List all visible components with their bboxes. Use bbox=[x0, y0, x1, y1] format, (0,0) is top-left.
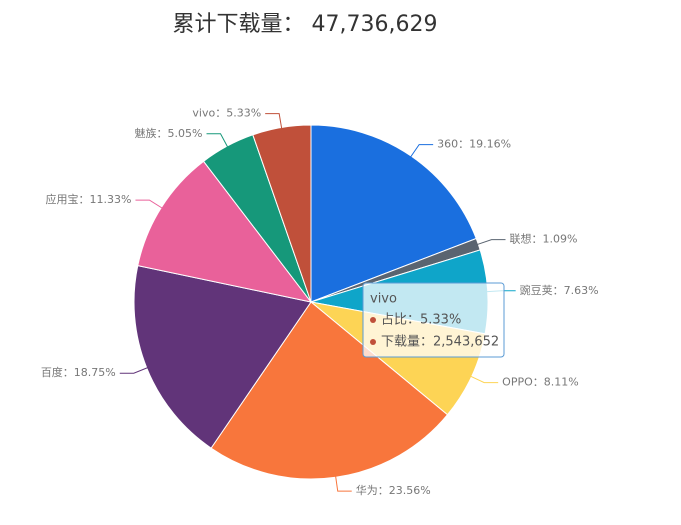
data-label: OPPO：8.11% bbox=[502, 376, 579, 389]
data-label: vivo：5.33% bbox=[192, 107, 261, 120]
data-label: 360：19.16% bbox=[437, 138, 511, 151]
chart-title: 累计下载量： 47,736,629 bbox=[173, 12, 438, 37]
data-label: 魅族：5.05% bbox=[135, 126, 203, 140]
data-label: 联想：1.09% bbox=[510, 232, 578, 246]
tooltip-dot bbox=[370, 339, 376, 345]
leader-line bbox=[469, 375, 499, 384]
leader-line bbox=[135, 199, 164, 210]
leader-line bbox=[409, 144, 434, 159]
data-label: 应用宝：11.33% bbox=[46, 192, 132, 206]
tooltip: vivo 占比：5.33% 下载量：2,543,652 bbox=[362, 282, 505, 358]
data-label: 豌豆荚：7.63% bbox=[520, 283, 599, 297]
tooltip-dot bbox=[370, 317, 376, 323]
leader-line bbox=[265, 113, 283, 130]
tooltip-row: 下载量：2,543,652 bbox=[381, 335, 499, 350]
leader-line bbox=[334, 475, 352, 492]
data-label: 百度：18.75% bbox=[41, 365, 116, 379]
leader-line bbox=[476, 239, 506, 246]
tooltip-row: 占比：5.33% bbox=[381, 313, 461, 328]
leader-line bbox=[206, 133, 229, 149]
data-label: 华为：23.56% bbox=[356, 483, 431, 497]
pie: 360：19.16% 联想：1.09% 豌豆荚：7.63% OPPO：8.11% 华为：… bbox=[41, 107, 599, 497]
tooltip-box bbox=[362, 282, 505, 358]
leader-line bbox=[119, 366, 149, 374]
tooltip-title: vivo bbox=[370, 292, 397, 307]
